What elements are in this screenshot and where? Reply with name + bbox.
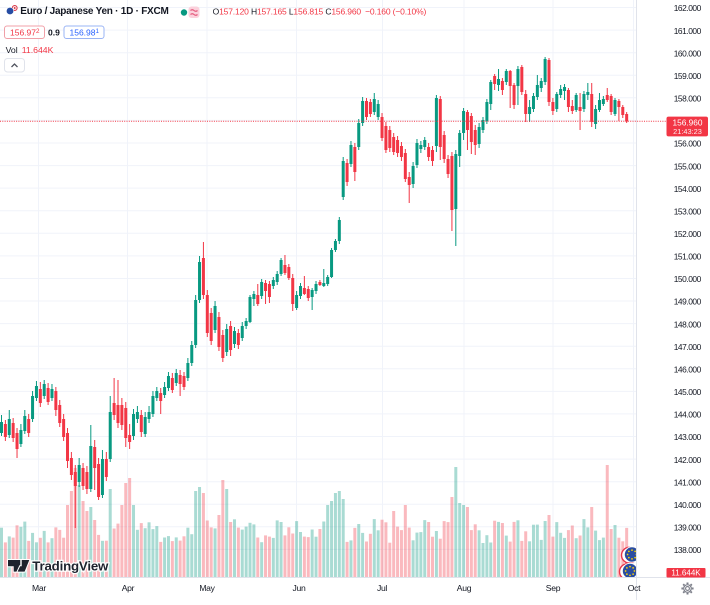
svg-text:158.000: 158.000 [674,94,702,104]
svg-text:Jul: Jul [377,583,387,593]
svg-text:156.960: 156.960 [673,117,703,127]
svg-text:142.000: 142.000 [674,455,702,465]
svg-text:156.972: 156.972 [10,28,40,38]
svg-text:153.000: 153.000 [674,206,702,216]
svg-text:Mar: Mar [32,583,46,593]
svg-text:139.000: 139.000 [674,523,702,533]
svg-text:148.000: 148.000 [674,319,702,329]
svg-text:May: May [199,583,215,593]
svg-text:147.000: 147.000 [674,342,702,352]
svg-text:155.000: 155.000 [674,161,702,171]
svg-text:Vol: Vol [6,45,18,55]
svg-text:Euro / Japanese Yen · 1D · FXC: Euro / Japanese Yen · 1D · FXCM [20,6,168,17]
svg-text:Apr: Apr [122,583,135,593]
svg-text:140.000: 140.000 [674,500,702,510]
svg-text:Aug: Aug [457,583,472,593]
svg-text:146.000: 146.000 [674,365,702,375]
svg-text:O157.120 H157.165 L156.815 C15: O157.120 H157.165 L156.815 C156.960 −0.1… [213,7,427,17]
svg-text:162.000: 162.000 [674,3,702,13]
svg-text:21:43:23: 21:43:23 [673,127,702,136]
svg-text:156.000: 156.000 [674,139,702,149]
svg-text:Oct: Oct [628,583,641,593]
svg-text:149.000: 149.000 [674,297,702,307]
svg-text:159.000: 159.000 [674,71,702,81]
svg-text:151.000: 151.000 [674,252,702,262]
svg-text:152.000: 152.000 [674,229,702,239]
svg-text:145.000: 145.000 [674,387,702,397]
svg-text:143.000: 143.000 [674,432,702,442]
svg-text:156.981: 156.981 [70,28,100,38]
svg-text:150.000: 150.000 [674,274,702,284]
svg-text:144.000: 144.000 [674,410,702,420]
svg-text:Jun: Jun [293,583,306,593]
svg-text:11.644K: 11.644K [22,45,54,55]
svg-text:160.000: 160.000 [674,48,702,58]
svg-text:138.000: 138.000 [674,545,702,555]
svg-text:0.9: 0.9 [48,28,60,38]
svg-text:141.000: 141.000 [674,477,702,487]
svg-text:11.644K: 11.644K [671,569,701,578]
svg-text:161.000: 161.000 [674,26,702,36]
svg-text:154.000: 154.000 [674,184,702,194]
svg-text:TradingView: TradingView [32,559,109,574]
svg-text:Sep: Sep [546,583,561,593]
